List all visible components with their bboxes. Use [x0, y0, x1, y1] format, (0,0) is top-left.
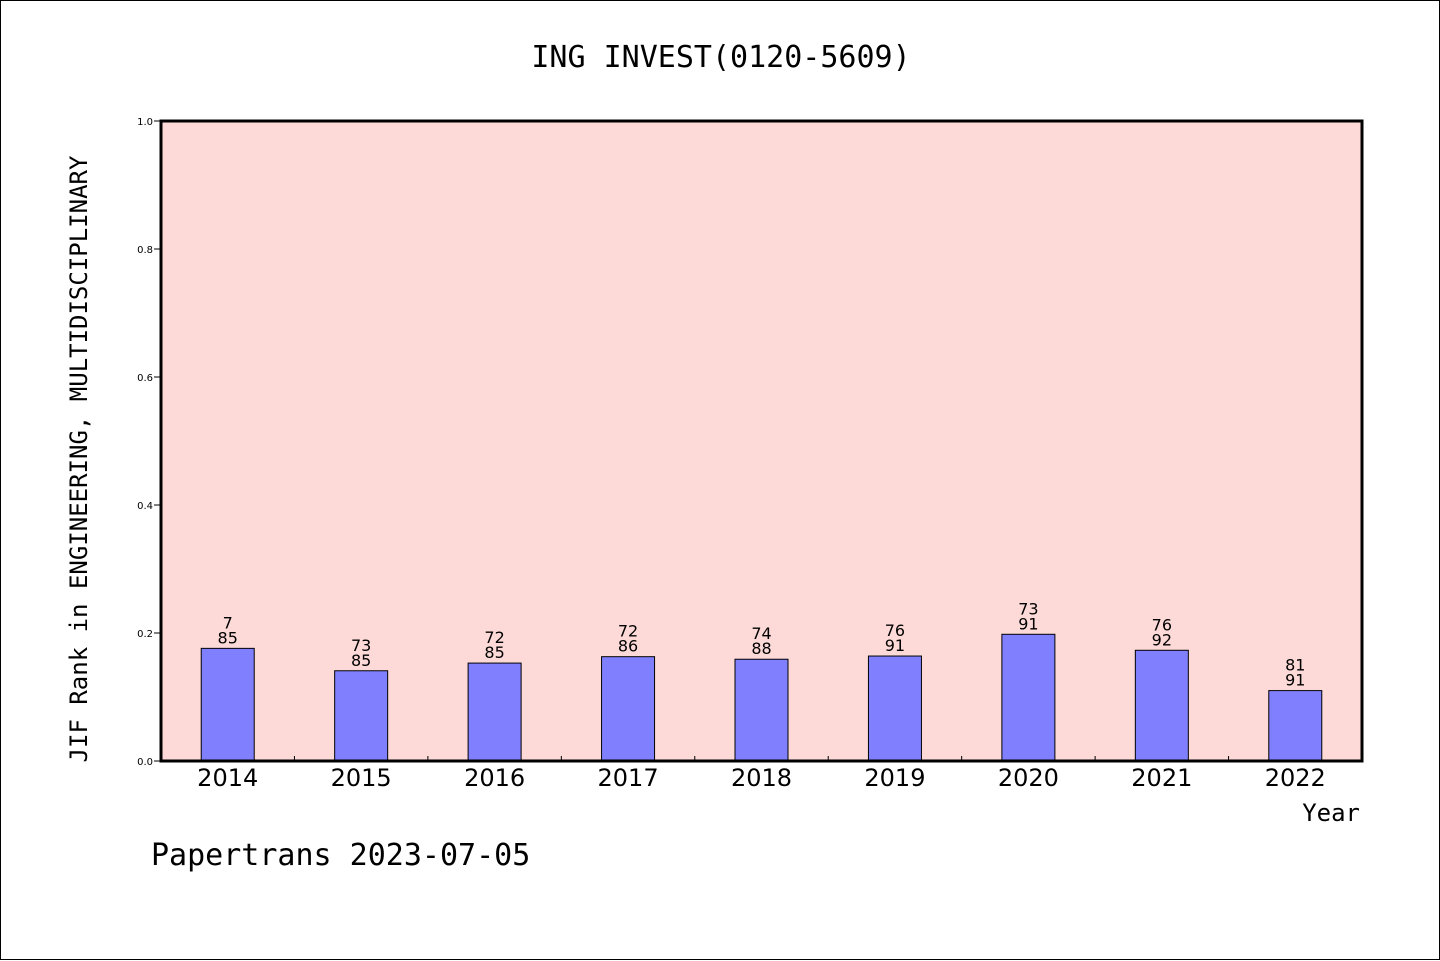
y-axis-label: JIF Rank in ENGINEERING, MULTIDISCIPLINA…: [65, 155, 93, 762]
y-tick-label: 0.8: [137, 245, 153, 256]
bar-2021: [1134, 649, 1189, 762]
plot-frame: [159, 119, 1364, 763]
bar-rank-label: 76: [1152, 615, 1172, 634]
bar-total-label: 85: [218, 628, 238, 647]
x-tick-label: 2015: [331, 764, 392, 792]
y-tick-label: 0.6: [137, 373, 153, 384]
bar-2016: [467, 662, 522, 762]
bar-rank-label: 74: [751, 624, 771, 643]
bar-total-label: 91: [885, 636, 905, 655]
bar-2019: [867, 655, 922, 762]
x-tick-label: 2017: [598, 764, 659, 792]
bar-total-label: 91: [1018, 614, 1038, 633]
bar-rank-label: 73: [1018, 599, 1038, 618]
bar-total-label: 92: [1152, 630, 1172, 649]
bars: [200, 633, 1323, 762]
axis-ticks: 0.0 0.2 0.4 0.6 0.8 1.0 2014 2015 2016 2017 2018 20…: [137, 117, 1326, 792]
bar-rank-label: 72: [618, 622, 638, 641]
bar-total-label: 86: [618, 637, 638, 656]
bar-2020: [1001, 633, 1056, 762]
x-axis-label: Year: [1302, 799, 1360, 827]
y-tick-label: 1.0: [137, 117, 153, 128]
x-tick-label: 2020: [998, 764, 1059, 792]
x-tick-label: 2021: [1131, 764, 1192, 792]
bar-total-label: 85: [484, 643, 504, 662]
bar-2017: [601, 656, 656, 762]
x-tick-label: 2016: [464, 764, 525, 792]
footer-credit: Papertrans 2023-07-05: [151, 838, 530, 873]
y-tick-label: 0.4: [137, 501, 153, 512]
x-tick-label: 2018: [731, 764, 792, 792]
bar-2018: [734, 658, 789, 762]
bar-total-label: 85: [351, 651, 371, 670]
bar-rank-label: 73: [351, 636, 371, 655]
bar-2014: [200, 647, 255, 762]
bar-rank-label: 76: [885, 621, 905, 640]
chart-title: ING INVEST(0120-5609): [531, 40, 910, 75]
x-tick-label: 2022: [1265, 764, 1326, 792]
bar-2022: [1268, 690, 1323, 762]
bar-2015: [334, 670, 389, 762]
y-tick-label: 0.2: [137, 629, 153, 640]
bar-total-label: 91: [1285, 671, 1305, 690]
x-tick-label: 2019: [864, 764, 925, 792]
bar-total-label: 88: [751, 639, 771, 658]
y-tick-label: 0.0: [137, 757, 153, 768]
bar-rank-label: 81: [1285, 656, 1305, 675]
bar-rank-label: 7: [223, 613, 233, 632]
bar-rank-label: 72: [484, 628, 504, 647]
x-tick-label: 2014: [197, 764, 258, 792]
